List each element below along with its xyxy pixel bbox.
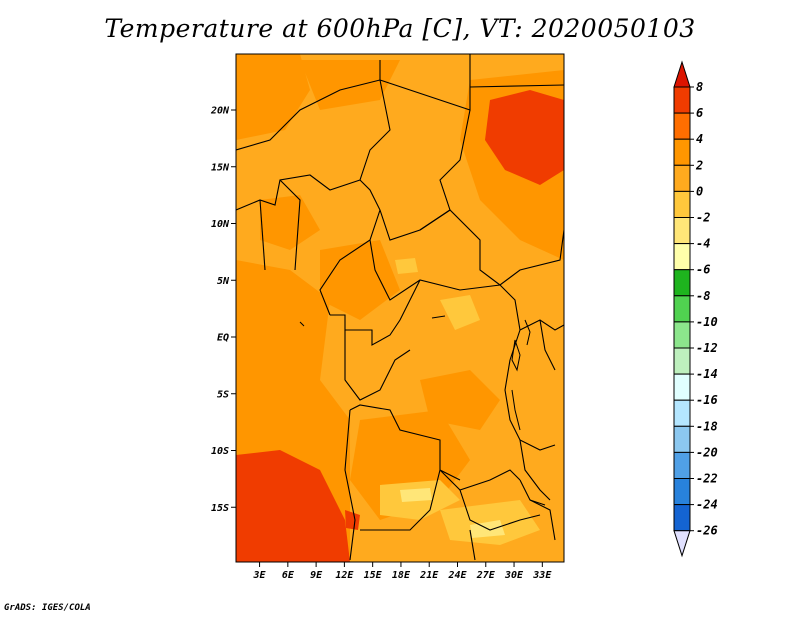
grads-credit: GrADS: IGES/COLA: [4, 603, 91, 613]
country-borders: [236, 54, 564, 561]
lat-tick-label: 15N: [211, 162, 230, 173]
colorbar-top-arrow: [673, 60, 691, 88]
field-region-m2to0-south: [400, 488, 432, 502]
colorbar-box: [673, 295, 691, 323]
lon-tick-label: 33E: [532, 570, 552, 581]
lon-tick-label: 15E: [364, 570, 383, 581]
temperature-field: [236, 54, 564, 562]
colorbar-box: [673, 478, 691, 506]
field-region-4to6-southwest: [236, 450, 350, 562]
field-region-0to2-spot: [395, 258, 418, 274]
colorbar-level-label: 2: [695, 158, 703, 172]
colorbar-level-label: 8: [696, 80, 703, 94]
colorbar-box: [673, 138, 691, 166]
lon-tick-label: 24E: [447, 570, 467, 581]
field-region-4to6-northeast: [485, 90, 564, 185]
colorbar-box: [673, 321, 691, 349]
colorbar-level-label: -10: [696, 315, 718, 329]
colorbar-level-label: -2: [696, 211, 710, 225]
chart-title: Temperature at 600hPa [C], VT: 202005010…: [104, 14, 696, 43]
lat-tick-label: 15S: [211, 503, 229, 514]
lon-tick-label: 21E: [419, 570, 439, 581]
colorbar-level-label: -20: [696, 445, 718, 459]
field-region-0to2-center: [440, 295, 480, 330]
colorbar-level-label: -6: [696, 263, 710, 277]
colorbar-level-label: 4: [696, 132, 703, 146]
field-region-4to6-spot: [345, 510, 360, 530]
colorbar-level-label: -8: [696, 289, 710, 303]
colorbar-box: [673, 504, 691, 532]
lon-tick-label: 9E: [310, 570, 323, 581]
colorbar-level-label: -22: [696, 472, 718, 486]
colorbar-bottom-arrow: [673, 530, 691, 558]
colorbar-level-label: -12: [696, 341, 718, 355]
lon-tick-label: 12E: [335, 570, 354, 581]
lakes: [299, 315, 546, 506]
colorbar-box: [673, 399, 691, 427]
lon-tick-label: 18E: [392, 570, 411, 581]
colorbar-boxes: [673, 60, 694, 558]
colorbar-box: [673, 451, 691, 479]
colorbar-box: [673, 243, 691, 271]
colorbar-level-label: 0: [696, 184, 703, 198]
lon-tick-label: 3E: [253, 570, 267, 581]
colorbar-level-label: -14: [696, 367, 718, 381]
colorbar-box: [673, 347, 691, 375]
field-region-2to4-center: [420, 370, 500, 430]
field-region-2to4-midwest: [260, 195, 320, 250]
colorbar-box: [673, 373, 691, 401]
colorbar-box: [673, 190, 691, 218]
colorbar-box: [673, 425, 691, 453]
lat-tick-label: 10S: [211, 446, 229, 457]
colorbar-level-label: 6: [696, 106, 703, 120]
colorbar-box: [673, 112, 691, 140]
latitude-axis: 20N 15N 10N 5N EQ 5S 10S 15S: [210, 106, 236, 514]
colorbar-level-label: -4: [696, 237, 710, 251]
lon-tick-label: 30E: [504, 570, 524, 581]
colorbar-labels: 8 6 4 2 0 -2 -4 -6 -8 -10 -12 -14 -16 -18 -20 -22 -24 -26: [695, 80, 718, 538]
colorbar-box: [673, 217, 691, 245]
lat-tick-label: EQ: [217, 333, 229, 344]
lat-tick-label: 5N: [217, 276, 230, 287]
map-frame: [235, 53, 565, 563]
lat-tick-label: 20N: [210, 106, 230, 117]
longitude-axis: 3E 6E 9E 12E 15E 18E 21E 24E 27E 30E 33E: [253, 562, 552, 581]
colorbar-box: [673, 164, 691, 192]
lat-tick-label: 5S: [217, 389, 229, 400]
colorbar-level-label: -18: [696, 419, 718, 433]
colorbar-box: [673, 86, 691, 114]
lon-tick-label: 27E: [476, 570, 496, 581]
colorbar-box: [673, 269, 691, 297]
colorbar-level-label: -24: [696, 498, 718, 512]
colorbar-level-label: -26: [696, 524, 718, 538]
colorbar-level-label: -16: [696, 393, 718, 407]
lon-tick-label: 6E: [282, 570, 295, 581]
lat-tick-label: 10N: [211, 219, 230, 230]
